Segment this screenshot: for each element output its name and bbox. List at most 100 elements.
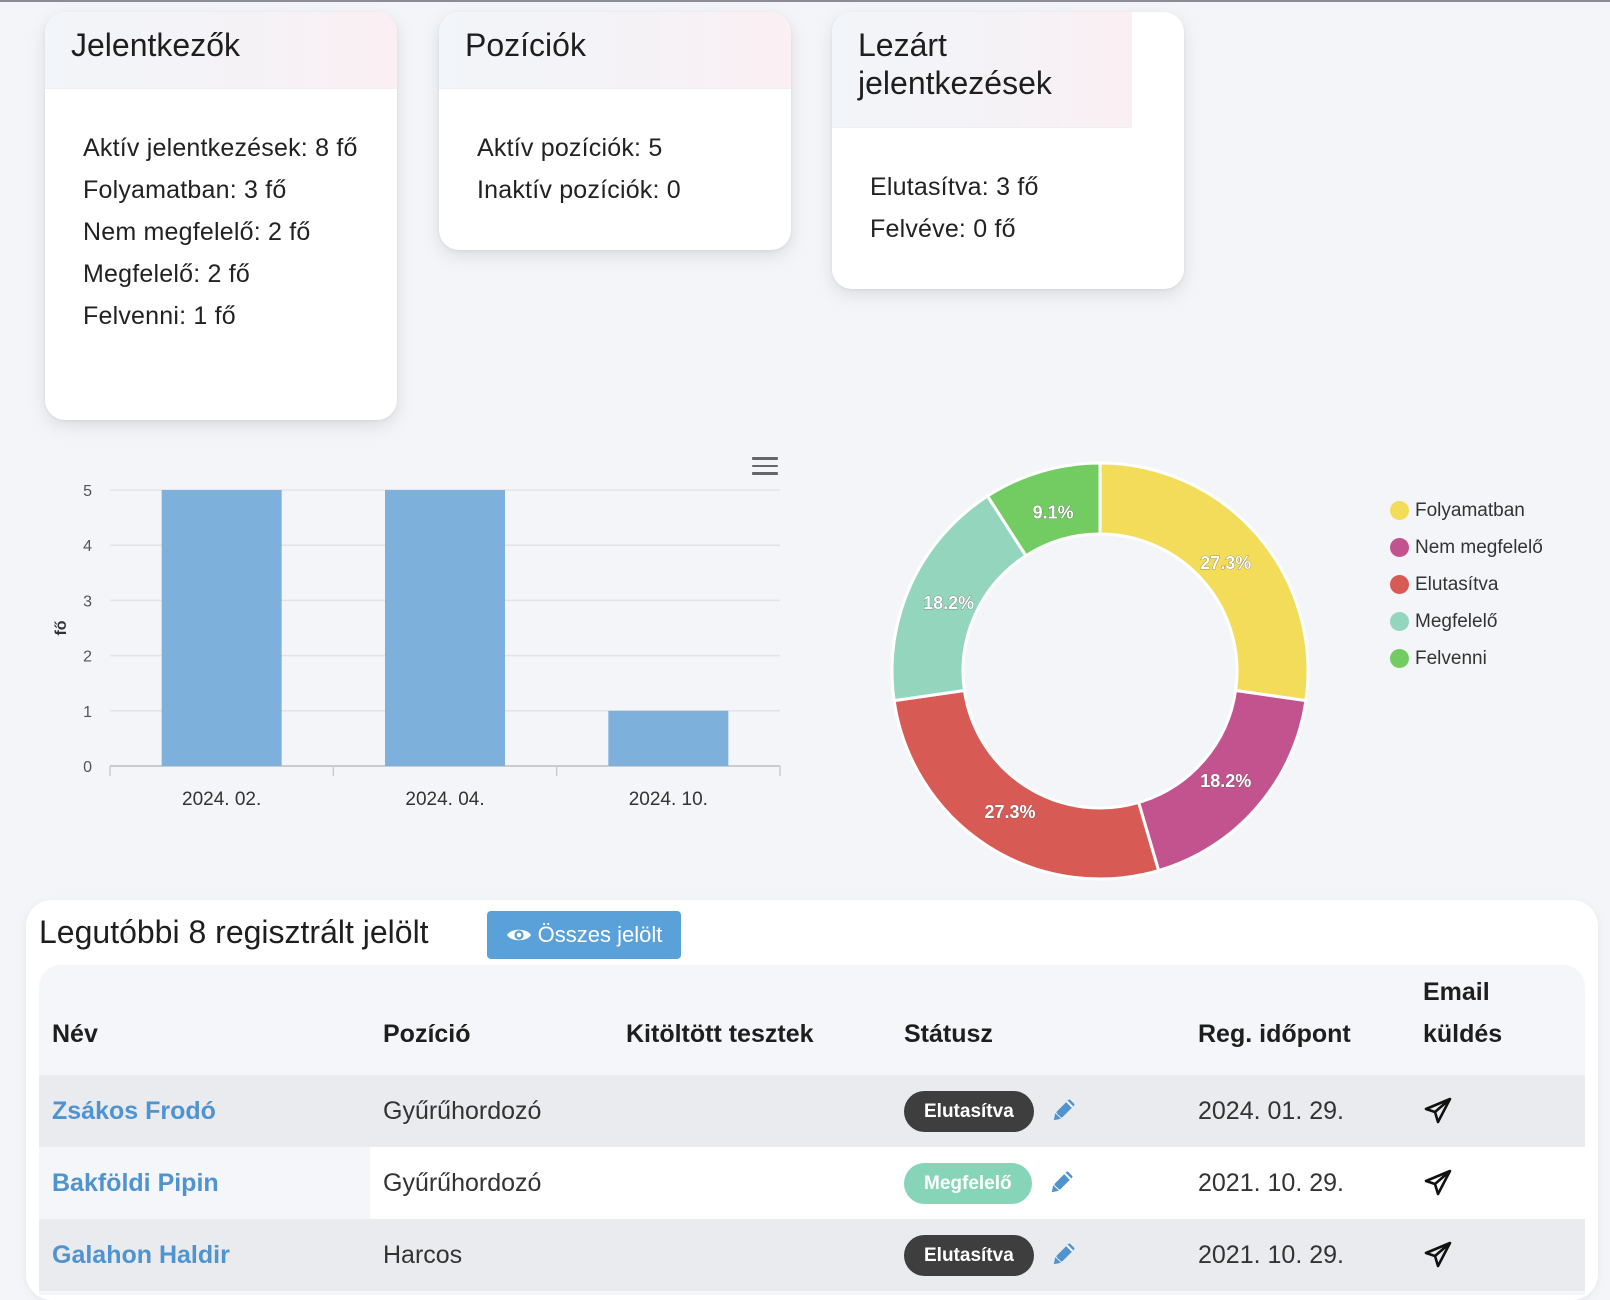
all-candidates-label: Összes jelölt [537, 922, 663, 947]
legend-dot [1390, 649, 1409, 668]
slice-data-label: 27.3% [1200, 553, 1251, 573]
stat-suitable: Megfelelő: 2 fő [83, 260, 250, 288]
status-cell: Elutasítva [891, 1075, 1185, 1147]
stat-rejected: Elutasítva: 3 fő [870, 173, 1039, 201]
legend-label: Nem megfelelő [1415, 536, 1543, 558]
legend-item[interactable]: Megfelelő [1390, 603, 1543, 640]
stat-hired: Felvéve: 0 fő [870, 215, 1016, 243]
col-tests[interactable]: Kitöltött tesztek [613, 965, 891, 1075]
y-tick-label: 5 [83, 483, 92, 500]
pencil-icon[interactable] [1049, 1241, 1077, 1269]
y-tick-label: 1 [83, 704, 92, 721]
y-tick-label: 2 [83, 649, 92, 666]
status-donut-chart: 27.3% 18.2% 27.3% 18.2% 9.1% [890, 461, 1310, 881]
name-cell: Galahon Haldir [39, 1219, 370, 1291]
donut-slice [985, 461, 1102, 558]
y-axis-label: fő [53, 620, 70, 635]
bar [385, 490, 505, 766]
top-border [0, 0, 1610, 2]
email-cell [1410, 1147, 1585, 1219]
candidates-table: Név Pozíció Kitöltött tesztek Státusz Re… [39, 965, 1585, 1291]
table-row: Galahon Haldir Harcos Elutasítva 2021. 1… [39, 1219, 1585, 1291]
send-email-icon[interactable] [1423, 1240, 1453, 1270]
x-tick-label: 2024. 04. [405, 789, 484, 810]
positions-card-title: Pozíciók [439, 12, 791, 89]
status-cell: Megfelelő [891, 1147, 1185, 1219]
applicants-card-title: Jelentkezők [45, 12, 397, 89]
legend-item[interactable]: Folyamatban [1390, 492, 1543, 529]
all-candidates-button[interactable]: Összes jelölt [487, 911, 681, 959]
monthly-applicants-bar-chart: 0 1 2 3 4 5 2024. 02. 2024. 04. 2024. 10. fő [53, 483, 781, 810]
tests-cell [613, 1147, 891, 1219]
recent-candidates-panel: Legutóbbi 8 regisztrált jelölt Összes je… [26, 900, 1598, 1300]
send-email-icon[interactable] [1423, 1096, 1453, 1126]
name-cell: Bakföldi Pipin [39, 1147, 370, 1219]
legend-dot [1390, 575, 1409, 594]
bar [608, 710, 729, 766]
col-status[interactable]: Státusz [891, 965, 1185, 1075]
col-reg-date[interactable]: Reg. időpont [1185, 965, 1410, 1075]
status-badge: Elutasítva [904, 1234, 1034, 1276]
reg-date-cell: 2021. 10. 29. [1185, 1219, 1410, 1291]
slice-data-label: 18.2% [923, 593, 974, 613]
positions-card-body: Aktív pozíciók: 5 Inaktív pozíciók: 0 [439, 89, 791, 211]
legend-item[interactable]: Nem megfelelő [1390, 529, 1543, 566]
stat-not-suitable: Nem megfelelő: 2 fő [83, 218, 311, 246]
legend-label: Megfelelő [1415, 610, 1498, 632]
position-cell: Gyűrűhordozó [370, 1147, 613, 1219]
pencil-icon[interactable] [1047, 1169, 1075, 1197]
chart-menu-icon[interactable] [752, 457, 778, 477]
bar [161, 490, 282, 766]
send-email-icon[interactable] [1423, 1168, 1453, 1198]
table-header-row: Név Pozíció Kitöltött tesztek Státusz Re… [39, 965, 1585, 1075]
name-cell: Zsákos Frodó [39, 1075, 370, 1147]
candidate-name-link[interactable]: Bakföldi Pipin [52, 1168, 219, 1197]
candidate-name-link[interactable]: Zsákos Frodó [52, 1096, 216, 1125]
x-tick-label: 2024. 02. [182, 789, 261, 810]
donut-slice [1098, 461, 1310, 703]
closed-applications-card: Lezárt jelentkezések Elutasítva: 3 fő Fe… [832, 12, 1184, 289]
tests-cell [613, 1219, 891, 1291]
legend-label: Elutasítva [1415, 573, 1499, 595]
legend-dot [1390, 612, 1409, 631]
status-badge: Megfelelő [904, 1162, 1032, 1204]
candidate-name-link[interactable]: Galahon Haldir [52, 1240, 230, 1269]
col-position[interactable]: Pozíció [370, 965, 613, 1075]
stat-to-hire: Felvenni: 1 fő [83, 302, 236, 330]
stat-active-positions: Aktív pozíciók: 5 [477, 134, 663, 162]
legend-label: Felvenni [1415, 647, 1487, 669]
table-row: Zsákos Frodó Gyűrűhordozó Elutasítva 202… [39, 1075, 1585, 1147]
stat-in-progress: Folyamatban: 3 fő [83, 176, 287, 204]
donut-legend: Folyamatban Nem megfelelő Elutasítva Megfel… [1390, 492, 1543, 677]
slice-data-label: 9.1% [1033, 502, 1074, 522]
position-cell: Harcos [370, 1219, 613, 1291]
closed-card-body: Elutasítva: 3 fő Felvéve: 0 fő [832, 128, 1184, 250]
col-name[interactable]: Név [39, 965, 370, 1075]
email-cell [1410, 1219, 1585, 1291]
recent-candidates-title: Legutóbbi 8 regisztrált jelölt [39, 914, 429, 950]
donut-slice [892, 688, 1161, 881]
email-cell [1410, 1075, 1585, 1147]
closed-card-title: Lezárt jelentkezések [832, 12, 1132, 128]
y-tick-label: 0 [83, 759, 92, 776]
x-tick-label: 2024. 10. [629, 789, 708, 810]
reg-date-cell: 2024. 01. 29. [1185, 1075, 1410, 1147]
legend-dot [1390, 501, 1409, 520]
legend-item[interactable]: Elutasítva [1390, 566, 1543, 603]
reg-date-cell: 2021. 10. 29. [1185, 1147, 1410, 1219]
stat-active-applications: Aktív jelentkezések: 8 fő [83, 134, 358, 162]
slice-data-label: 18.2% [1200, 771, 1251, 791]
eye-icon [506, 929, 531, 941]
legend-label: Folyamatban [1415, 499, 1525, 521]
candidates-table-wrap: Név Pozíció Kitöltött tesztek Státusz Re… [39, 965, 1585, 1295]
position-cell: Gyűrűhordozó [370, 1075, 613, 1147]
applicants-card: Jelentkezők Aktív jelentkezések: 8 fő Fo… [45, 12, 397, 420]
col-email: Email küldés [1410, 965, 1585, 1075]
pencil-icon[interactable] [1049, 1097, 1077, 1125]
legend-item[interactable]: Felvenni [1390, 640, 1543, 677]
legend-dot [1390, 538, 1409, 557]
slice-data-label: 27.3% [985, 802, 1036, 822]
tests-cell [613, 1075, 891, 1147]
applicants-card-body: Aktív jelentkezések: 8 fő Folyamatban: 3… [45, 89, 397, 337]
table-row: Bakföldi Pipin Gyűrűhordozó Megfelelő 20… [39, 1147, 1585, 1219]
